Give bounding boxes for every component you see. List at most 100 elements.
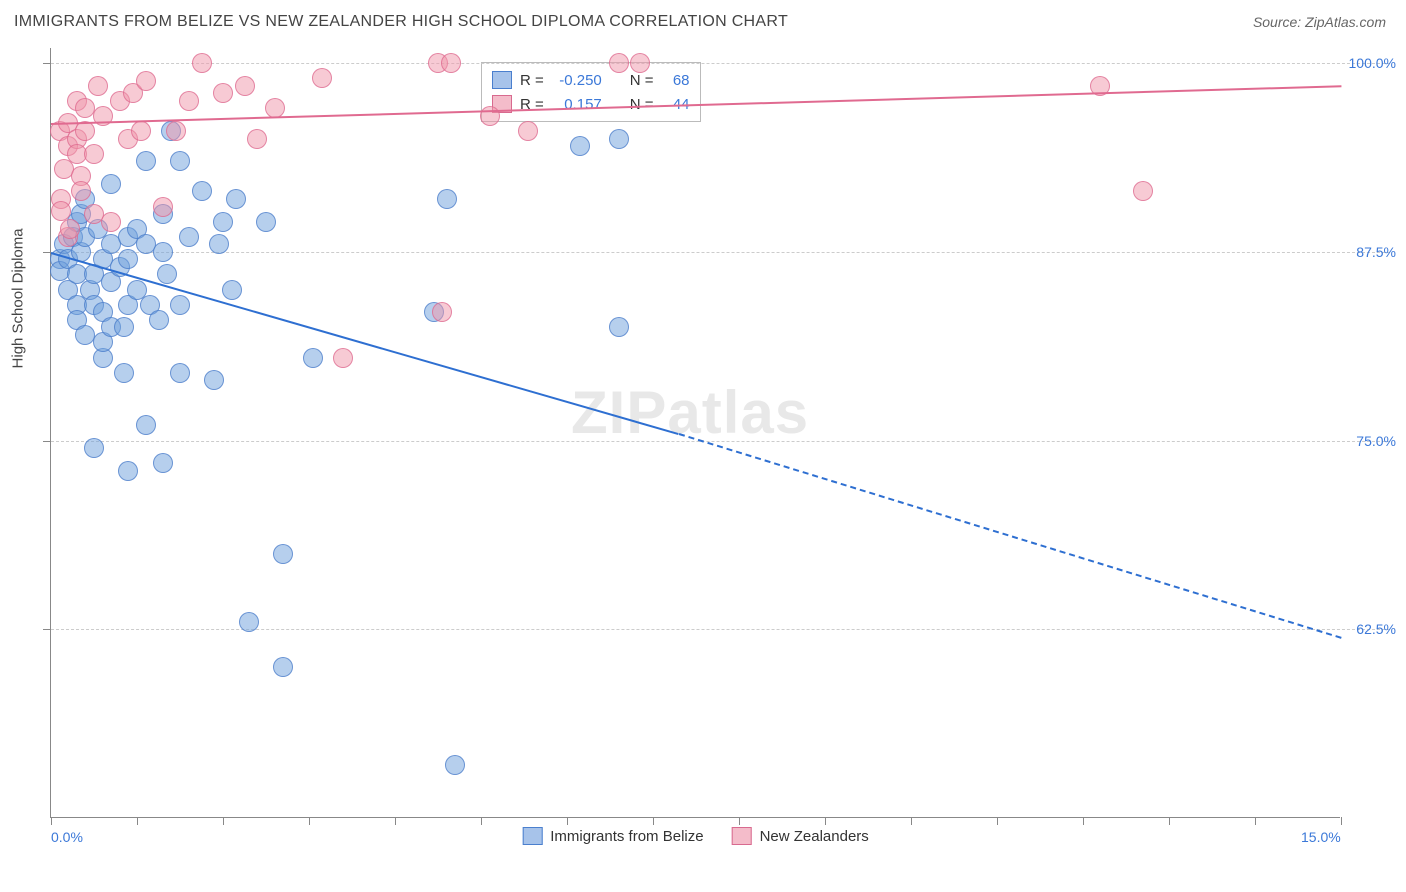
data-point <box>136 71 156 91</box>
data-point <box>51 201 71 221</box>
x-tick-mark <box>481 817 482 825</box>
legend-label-blue: Immigrants from Belize <box>550 828 703 845</box>
data-point <box>312 68 332 88</box>
x-tick-mark <box>1083 817 1084 825</box>
data-point <box>273 657 293 677</box>
data-point <box>213 83 233 103</box>
n-value-blue: 68 <box>662 72 690 89</box>
data-point <box>114 363 134 383</box>
legend-item-blue: Immigrants from Belize <box>522 827 703 845</box>
data-point <box>333 348 353 368</box>
source-label: Source: ZipAtlas.com <box>1253 14 1386 30</box>
x-tick-mark <box>567 817 568 825</box>
data-point <box>609 129 629 149</box>
y-tick-label: 62.5% <box>1346 621 1396 637</box>
n-label: N = <box>630 96 654 113</box>
plot-area: ZIPatlas R = -0.250 N = 68 R = 0.157 N =… <box>50 48 1340 818</box>
x-tick-mark <box>1169 817 1170 825</box>
gridline <box>51 441 1390 442</box>
data-point <box>157 264 177 284</box>
y-tick-mark <box>43 63 51 64</box>
x-tick-mark <box>911 817 912 825</box>
gridline <box>51 63 1390 64</box>
y-tick-mark <box>43 441 51 442</box>
data-point <box>518 121 538 141</box>
data-point <box>149 310 169 330</box>
data-point <box>222 280 242 300</box>
data-point <box>273 544 293 564</box>
data-point <box>445 755 465 775</box>
y-tick-label: 75.0% <box>1346 433 1396 449</box>
correlation-legend: R = -0.250 N = 68 R = 0.157 N = 44 <box>481 62 701 122</box>
data-point <box>84 144 104 164</box>
chart-title: IMMIGRANTS FROM BELIZE VS NEW ZEALANDER … <box>14 13 788 31</box>
data-point <box>192 181 212 201</box>
data-point <box>192 53 212 73</box>
x-tick-mark <box>1255 817 1256 825</box>
data-point <box>256 212 276 232</box>
data-point <box>441 53 461 73</box>
data-point <box>235 76 255 96</box>
gridline <box>51 252 1390 253</box>
y-axis-label: High School Diploma <box>10 228 27 368</box>
data-point <box>131 121 151 141</box>
data-point <box>101 212 121 232</box>
series-legend: Immigrants from Belize New Zealanders <box>522 827 869 845</box>
data-point <box>170 363 190 383</box>
data-point <box>247 129 267 149</box>
data-point <box>437 189 457 209</box>
x-tick-mark <box>997 817 998 825</box>
y-tick-label: 100.0% <box>1346 55 1396 71</box>
data-point <box>179 91 199 111</box>
data-point <box>239 612 259 632</box>
x-tick-mark <box>1341 817 1342 825</box>
header: IMMIGRANTS FROM BELIZE VS NEW ZEALANDER … <box>0 0 1406 44</box>
data-point <box>179 227 199 247</box>
data-point <box>170 295 190 315</box>
data-point <box>609 53 629 73</box>
data-point <box>609 317 629 337</box>
y-tick-mark <box>43 252 51 253</box>
legend-row-pink: R = 0.157 N = 44 <box>492 92 690 116</box>
trend-line <box>679 433 1342 639</box>
r-label: R = <box>520 72 544 89</box>
data-point <box>88 76 108 96</box>
data-point <box>630 53 650 73</box>
data-point <box>84 438 104 458</box>
data-point <box>153 453 173 473</box>
data-point <box>118 249 138 269</box>
r-value-blue: -0.250 <box>552 72 602 89</box>
legend-item-pink: New Zealanders <box>732 827 869 845</box>
x-tick-label: 0.0% <box>51 829 83 845</box>
data-point <box>204 370 224 390</box>
data-point <box>213 212 233 232</box>
y-tick-label: 87.5% <box>1346 244 1396 260</box>
x-tick-mark <box>739 817 740 825</box>
x-tick-mark <box>51 817 52 825</box>
data-point <box>1133 181 1153 201</box>
n-label: N = <box>630 72 654 89</box>
x-tick-mark <box>395 817 396 825</box>
swatch-pink-icon <box>732 827 752 845</box>
x-tick-mark <box>653 817 654 825</box>
x-tick-mark <box>309 817 310 825</box>
data-point <box>60 219 80 239</box>
data-point <box>136 415 156 435</box>
swatch-blue-icon <box>492 71 512 89</box>
x-tick-mark <box>137 817 138 825</box>
y-tick-mark <box>43 629 51 630</box>
x-tick-label: 15.0% <box>1301 829 1341 845</box>
data-point <box>432 302 452 322</box>
data-point <box>136 151 156 171</box>
legend-label-pink: New Zealanders <box>760 828 869 845</box>
data-point <box>166 121 186 141</box>
data-point <box>114 317 134 337</box>
data-point <box>101 174 121 194</box>
swatch-blue-icon <box>522 827 542 845</box>
data-point <box>570 136 590 156</box>
data-point <box>153 242 173 262</box>
data-point <box>170 151 190 171</box>
data-point <box>71 181 91 201</box>
data-point <box>118 461 138 481</box>
trend-line <box>51 252 679 435</box>
